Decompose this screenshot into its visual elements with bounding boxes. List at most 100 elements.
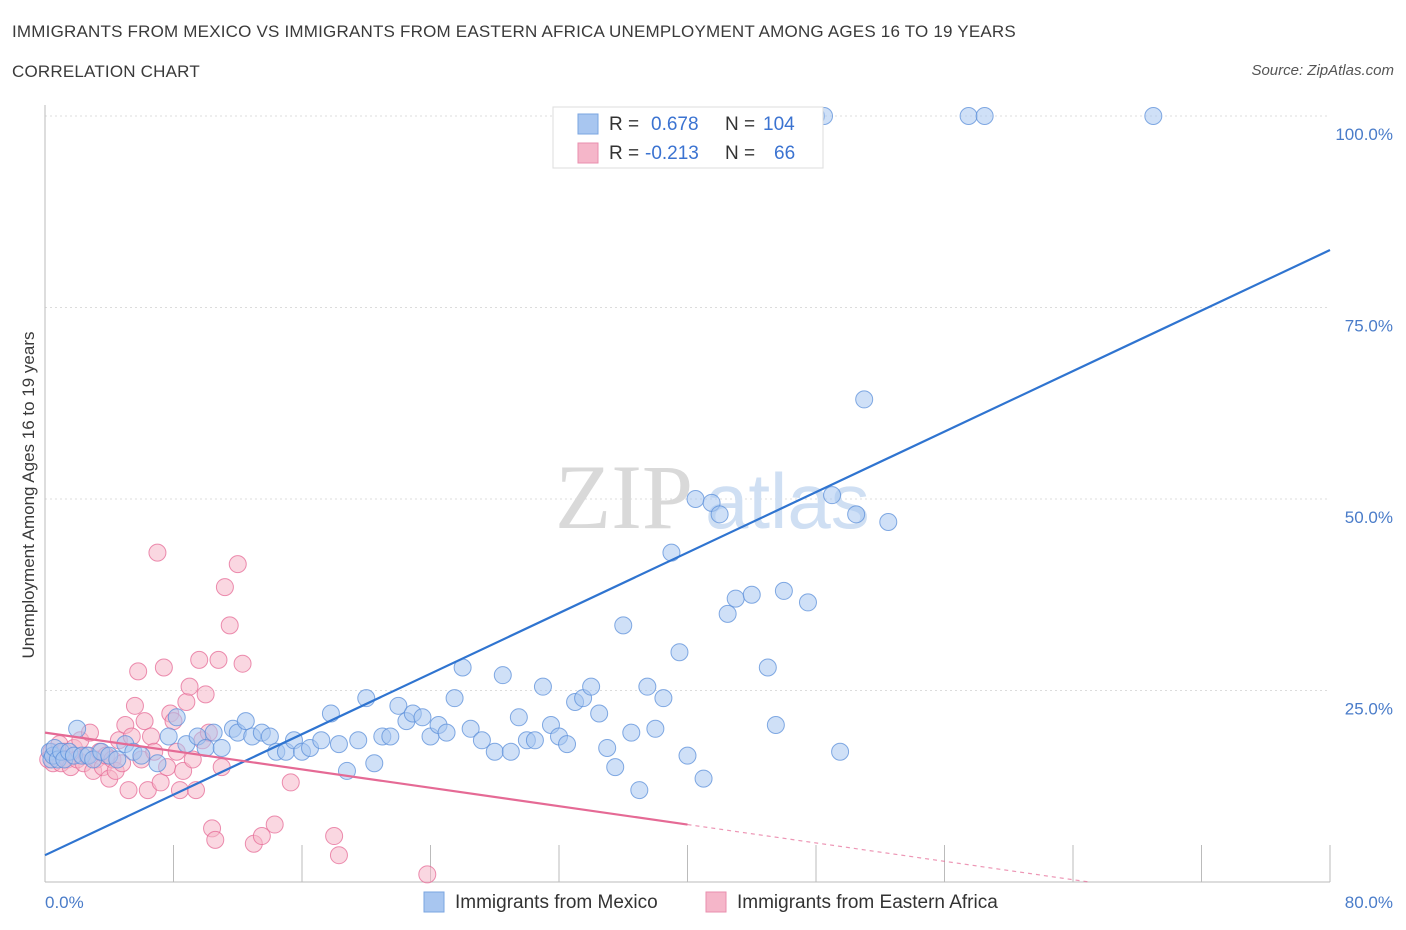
source-label: Source: ZipAtlas.com xyxy=(1251,62,1394,79)
mexico-point-73 xyxy=(606,758,625,777)
tick-labels: 25.0% 50.0% 75.0% 100.0% 0.0% 80.0% xyxy=(45,125,1393,912)
eastern-africa-point-56 xyxy=(215,578,234,597)
eastern-africa-point-54 xyxy=(209,650,228,669)
mexico-point-60 xyxy=(501,742,520,761)
mexico-point-96 xyxy=(847,505,866,524)
mexico-point-32 xyxy=(260,727,279,746)
grid-lines xyxy=(45,115,1330,691)
eastern-africa-point-64 xyxy=(325,827,344,846)
eastern-africa-point-59 xyxy=(233,654,252,673)
mexico-point-81 xyxy=(670,643,689,662)
trend-line-eastern-africa xyxy=(44,731,688,826)
mexico-point-67 xyxy=(558,735,577,754)
legend-n-label-2: N = xyxy=(725,143,755,164)
mexico-point-58 xyxy=(485,742,504,761)
mexico-point-87 xyxy=(718,604,737,623)
chart-subtitle: CORRELATION CHART xyxy=(12,62,200,81)
eastern-africa-point-35 xyxy=(148,543,167,562)
series-legend: Immigrants from Mexico Immigrants from E… xyxy=(423,891,998,913)
eastern-africa-point-50 xyxy=(196,685,215,704)
y-tick-label-1: 50.0% xyxy=(1345,508,1393,527)
legend-swatch-mexico xyxy=(577,113,599,135)
mexico-point-71 xyxy=(590,704,609,723)
legend-r-value-2: -0.213 xyxy=(645,143,699,164)
eastern-africa-point-53 xyxy=(206,830,225,849)
legend-r-label-1: R = xyxy=(609,114,639,135)
eastern-africa-point-36 xyxy=(151,773,170,792)
mexico-point-40 xyxy=(329,735,348,754)
mexico-point-20 xyxy=(159,727,178,746)
eastern-africa-point-66 xyxy=(418,865,437,884)
mexico-point-25 xyxy=(204,723,223,742)
mexico-point-57 xyxy=(472,731,491,750)
legend-r-value-1: 0.678 xyxy=(651,114,699,135)
legend-r-label-2: R = xyxy=(609,143,639,164)
x-tick-label-min: 0.0% xyxy=(45,893,84,912)
mexico-point-47 xyxy=(389,696,408,715)
eastern-africa-point-37 xyxy=(154,658,173,677)
correlation-legend: R = 0.678 N = 104 R = -0.213 N = 66 xyxy=(552,106,824,169)
mexico-point-98 xyxy=(879,512,898,531)
mexico-point-78 xyxy=(646,719,665,738)
mexico-point-88 xyxy=(726,589,745,608)
mexico-point-97 xyxy=(855,390,874,409)
mexico-point-79 xyxy=(654,689,673,708)
eastern-africa-point-42 xyxy=(170,781,189,800)
eastern-africa-point-65 xyxy=(329,846,348,865)
mexico-point-19 xyxy=(148,754,167,773)
mexico-point-61 xyxy=(509,708,528,727)
series-eastern-africa-points xyxy=(39,543,437,884)
eastern-africa-point-62 xyxy=(265,815,284,834)
legend-n-value-1: 104 xyxy=(763,114,795,135)
mexico-point-64 xyxy=(533,677,552,696)
eastern-africa-point-44 xyxy=(177,692,196,711)
mexico-point-44 xyxy=(365,754,384,773)
x-tick-label-max: 80.0% xyxy=(1345,893,1393,912)
eastern-africa-point-61 xyxy=(252,827,271,846)
y-axis-label: Unemployment Among Ages 16 to 19 years xyxy=(19,332,38,659)
eastern-africa-point-43 xyxy=(174,761,193,780)
eastern-africa-point-28 xyxy=(125,696,144,715)
mexico-point-90 xyxy=(758,658,777,677)
bottom-legend-swatch-eastern-africa xyxy=(705,891,727,913)
y-tick-label-3: 100.0% xyxy=(1335,125,1393,144)
mexico-point-38 xyxy=(312,731,331,750)
mexico-point-103 xyxy=(975,107,994,125)
eastern-africa-point-45 xyxy=(180,677,199,696)
mexico-point-46 xyxy=(381,727,400,746)
mexico-point-92 xyxy=(774,581,793,600)
mexico-point-42 xyxy=(349,731,368,750)
mexico-point-75 xyxy=(622,723,641,742)
watermark-zip: ZIP xyxy=(555,446,693,548)
mexico-point-70 xyxy=(582,677,601,696)
mexico-point-83 xyxy=(686,490,705,508)
mexico-point-102 xyxy=(959,107,978,125)
eastern-africa-point-31 xyxy=(135,712,154,731)
bottom-legend-label-mexico: Immigrants from Mexico xyxy=(455,892,658,913)
mexico-point-9 xyxy=(68,719,87,738)
mexico-point-86 xyxy=(710,505,729,524)
eastern-africa-point-26 xyxy=(119,781,138,800)
eastern-africa-point-29 xyxy=(129,662,148,681)
mexico-point-21 xyxy=(167,708,186,727)
mexico-point-84 xyxy=(694,769,713,788)
mexico-point-15 xyxy=(108,750,127,769)
mexico-point-63 xyxy=(525,731,544,750)
legend-n-label-1: N = xyxy=(725,114,755,135)
mexico-point-94 xyxy=(823,486,842,505)
bottom-legend-swatch-mexico xyxy=(423,891,445,913)
mexico-point-53 xyxy=(437,723,456,742)
mexico-point-72 xyxy=(598,738,617,757)
chart-title: IMMIGRANTS FROM MEXICO VS IMMIGRANTS FRO… xyxy=(12,22,1016,41)
legend-n-value-2: 66 xyxy=(774,143,795,164)
mexico-point-104 xyxy=(1144,107,1163,125)
legend-swatch-eastern-africa xyxy=(577,142,599,164)
mexico-point-18 xyxy=(132,746,151,765)
eastern-africa-point-63 xyxy=(281,773,300,792)
mexico-point-77 xyxy=(638,677,657,696)
mexico-point-26 xyxy=(212,738,231,757)
eastern-africa-point-58 xyxy=(228,555,247,574)
trend-line-mexico xyxy=(44,249,1331,857)
eastern-africa-point-33 xyxy=(142,727,161,746)
